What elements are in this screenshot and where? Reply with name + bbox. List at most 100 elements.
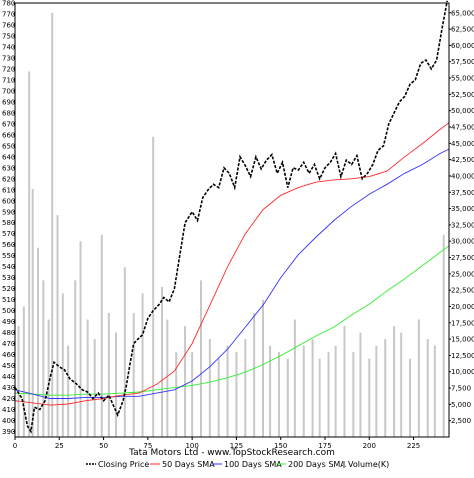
y-left-tick-label: 540	[2, 263, 15, 271]
y-left-tick-label: 440	[2, 373, 15, 381]
y-left-tick-label: 410	[2, 406, 15, 414]
volume-bar	[61, 293, 64, 437]
x-tick-label: 200	[363, 442, 376, 450]
volume-bar	[318, 358, 321, 437]
x-tick-label: 75	[143, 442, 152, 450]
y-left-tick-label: 520	[2, 285, 15, 293]
volume-bar	[442, 234, 445, 437]
volume-bar	[123, 267, 126, 437]
volume-bar	[132, 313, 135, 437]
volume-bar	[17, 326, 20, 437]
y-left-tick-label: 720	[2, 65, 15, 73]
volume-bar	[191, 352, 194, 437]
y-left-tick-label: 700	[2, 87, 15, 95]
volume-bar	[302, 345, 305, 437]
y-right-tick-label: 60,000	[451, 42, 474, 50]
volume-bar	[166, 319, 169, 437]
y-left-tick-label: 550	[2, 252, 15, 260]
x-tick-label: 175	[318, 442, 331, 450]
y-left-tick-label: 650	[2, 142, 15, 150]
volume-bar	[79, 241, 82, 437]
y-left-tick-label: 750	[2, 32, 15, 40]
y-left-tick-label: 510	[2, 296, 15, 304]
y-right-tick-label: 2,500	[451, 417, 471, 425]
y-left-tick-label: 710	[2, 76, 15, 84]
volume-bar	[409, 358, 412, 437]
volume-bar	[208, 339, 211, 437]
volume-bar	[114, 332, 117, 437]
volume-bar	[22, 306, 25, 437]
x-tick-label: 100	[185, 442, 198, 450]
series-lines	[14, 0, 450, 434]
series-line-100-days-sma	[14, 148, 450, 399]
volume-bar	[51, 12, 54, 438]
volume-bar	[253, 313, 256, 437]
y-left-tick-label: 390	[2, 428, 15, 436]
y-left-tick-label: 500	[2, 307, 15, 315]
volume-bar	[334, 345, 337, 437]
series-line-closing-price	[14, 0, 448, 434]
y-right-tick-label: 65,000	[451, 9, 474, 17]
y-right-tick-label: 50,000	[451, 107, 474, 115]
legend: Closing Price 50 Days SMA 100 Days SMA 200 …	[86, 460, 389, 469]
volume-bar	[217, 358, 220, 437]
volume-bar	[42, 280, 45, 437]
chart-title: Tata Motors Ltd - www.TopStockResearch.c…	[128, 448, 335, 458]
volume-bar	[352, 352, 355, 437]
volume-bar	[31, 189, 34, 437]
y-right-tick-label: 57,500	[451, 58, 474, 66]
y-axis-right: 2,500 5,000 7,500 10,000 12,500 15,000 17,500 2…	[449, 9, 474, 425]
y-left-tick-label: 740	[2, 43, 15, 51]
volume-bar	[141, 293, 144, 437]
y-left-tick-label: 600	[2, 197, 15, 205]
x-tick-label: 50	[99, 442, 108, 450]
y-right-tick-label: 10,000	[451, 368, 474, 376]
y-right-tick-label: 42,500	[451, 156, 474, 164]
volume-bar	[262, 299, 264, 437]
y-left-tick-label: 780	[2, 0, 15, 8]
x-tick-label: 225	[407, 442, 420, 450]
y-left-tick-label: 570	[2, 230, 15, 238]
legend-label: 200 Days SMA	[288, 460, 346, 469]
volume-bar	[74, 280, 77, 437]
y-left-tick-label: 530	[2, 274, 15, 282]
legend-label: 100 Days SMA	[224, 460, 282, 469]
volume-bars	[17, 12, 445, 438]
y-right-tick-label: 52,500	[451, 91, 474, 99]
y-right-tick-label: 5,000	[451, 401, 471, 409]
volume-bar	[375, 345, 378, 437]
y-left-tick-label: 480	[2, 329, 15, 337]
y-left-tick-label: 460	[2, 351, 15, 359]
y-left-tick-label: 400	[2, 417, 15, 425]
y-left-tick-label: 760	[2, 21, 15, 29]
y-left-tick-label: 670	[2, 120, 15, 128]
y-left-tick-label: 420	[2, 395, 15, 403]
volume-bar	[93, 339, 96, 437]
volume-bar	[100, 234, 103, 437]
y-left-tick-label: 470	[2, 340, 15, 348]
y-left-tick-label: 630	[2, 164, 15, 172]
volume-bar	[152, 136, 155, 437]
y-left-tick-label: 640	[2, 153, 15, 161]
y-right-tick-label: 17,500	[451, 319, 474, 327]
y-left-tick-label: 690	[2, 98, 15, 106]
y-right-tick-label: 22,500	[451, 287, 474, 295]
y-right-tick-label: 15,000	[451, 336, 474, 344]
volume-bar	[417, 319, 420, 437]
legend-label: Volume(K)	[348, 460, 389, 469]
volume-bar	[37, 247, 40, 437]
x-tick-label: 150	[274, 442, 287, 450]
volume-bar	[384, 339, 387, 437]
volume-bar	[293, 319, 296, 437]
y-right-tick-label: 27,500	[451, 254, 474, 262]
volume-bar	[226, 345, 229, 437]
y-right-tick-label: 62,500	[451, 26, 474, 34]
volume-bar	[200, 280, 202, 437]
y-left-tick-label: 590	[2, 208, 15, 216]
volume-bar	[277, 352, 280, 437]
volume-bar	[269, 345, 272, 437]
volume-bar	[235, 352, 238, 437]
y-axis-left: 390 400 410 420 430 440 450 460 470 480 490 500 510 5…	[2, 0, 15, 436]
volume-bar	[28, 71, 31, 438]
